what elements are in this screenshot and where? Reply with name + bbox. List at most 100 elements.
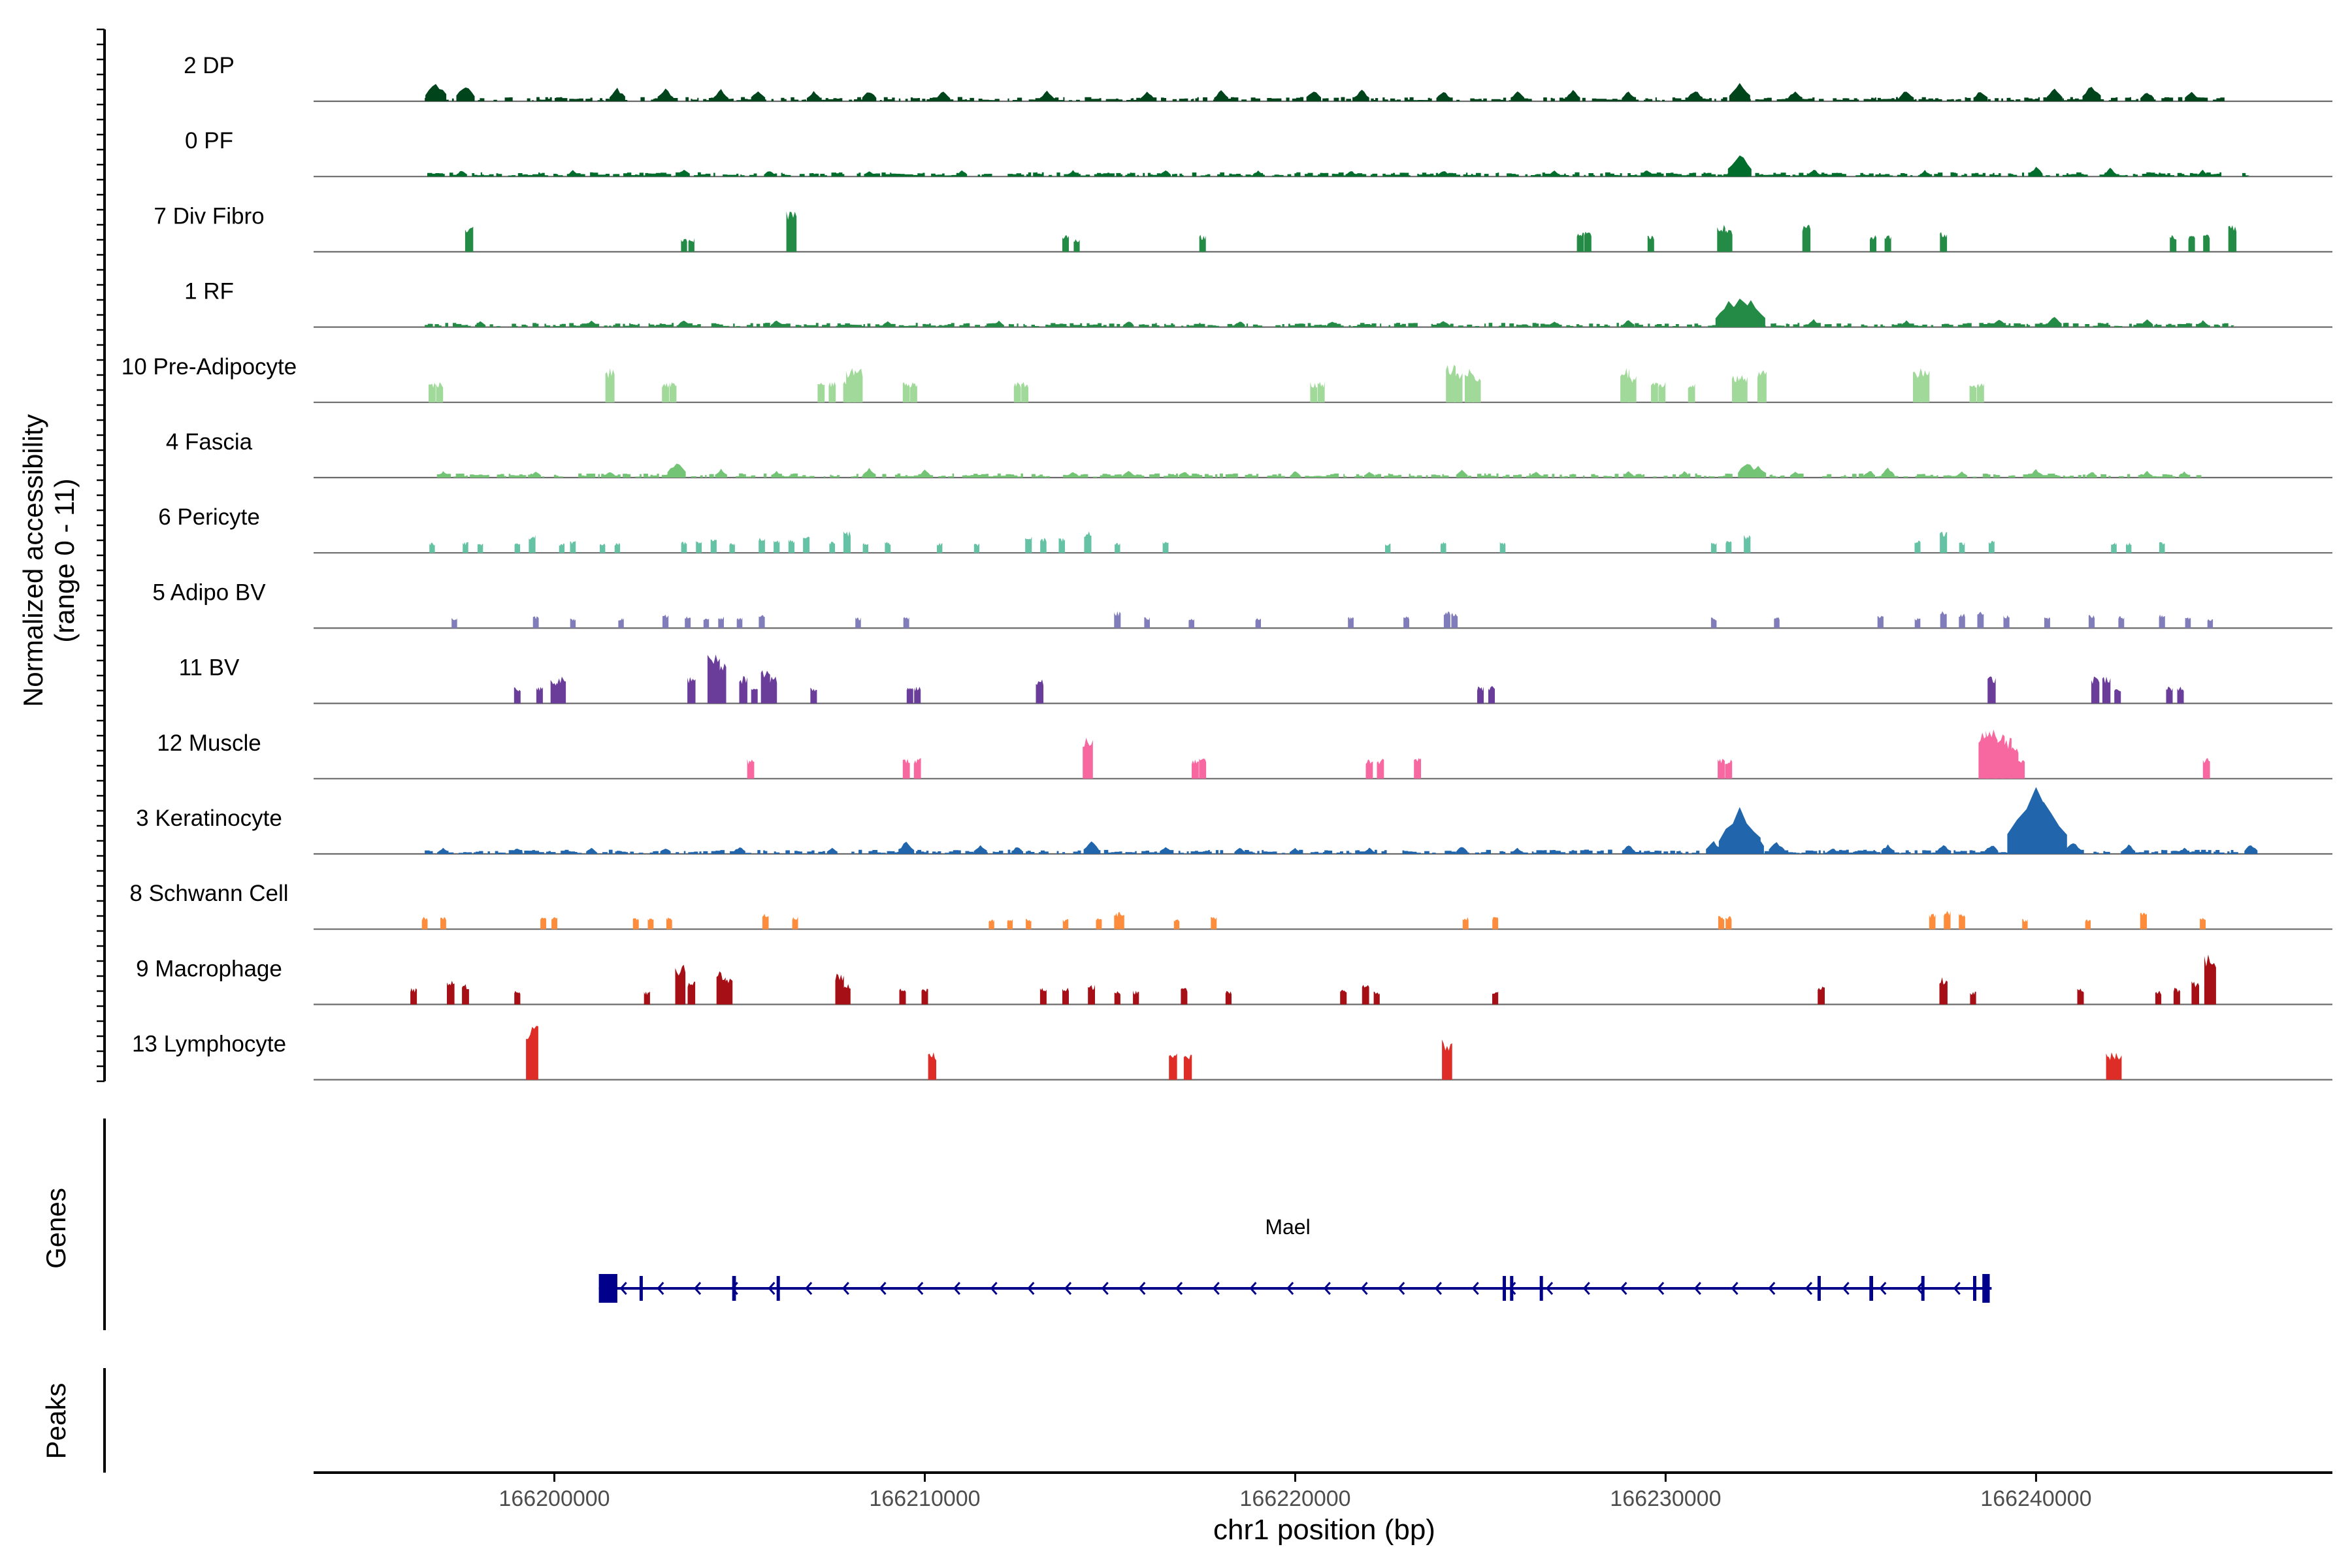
coverage-peak (2048, 317, 2062, 327)
genes-panel-label: Genes (41, 1188, 71, 1269)
track-label: 2 DP (184, 53, 235, 78)
x-axis-title: chr1 position (bp) (1213, 1514, 1435, 1546)
coverage-peak (1940, 611, 1947, 629)
coverage-peak (853, 368, 863, 402)
coverage-peak (993, 320, 1004, 327)
coverage-peak (1940, 232, 1948, 252)
coverage-peak (903, 617, 909, 629)
coverage-peak (2159, 542, 2165, 553)
coverage-peak (1173, 919, 1180, 930)
gene-exon (1921, 1276, 1925, 1301)
coverage-peak (715, 468, 727, 478)
coverage-peak (540, 917, 546, 930)
coverage-peak (1115, 543, 1120, 553)
strand-arrow (879, 1282, 887, 1295)
strand-arrow (657, 1282, 664, 1295)
coverage-peak (1977, 612, 1984, 629)
coverage-peak (1622, 91, 1636, 101)
coverage-peak (759, 538, 765, 553)
coverage-peak (1144, 617, 1150, 629)
coverage-peak (1827, 849, 1838, 854)
coverage-peak (2188, 236, 2195, 252)
coverage-peak (1443, 611, 1450, 629)
strand-arrow (1360, 1282, 1368, 1295)
coverage-peak (1901, 320, 1912, 327)
coverage-peak (2155, 990, 2162, 1005)
coverage-peak (512, 849, 523, 854)
coverage-peak (662, 614, 669, 629)
y-axis-label-group: Normalized accessibility (range 0 - 11) (18, 414, 80, 707)
coverage-peak (2044, 617, 2050, 629)
coverage-peak (1062, 235, 1069, 252)
coverage-peak (1877, 615, 1884, 629)
coverage-peak (1688, 384, 1695, 402)
coverage-peak (1549, 171, 1560, 177)
coverage-peak (1818, 987, 1825, 1005)
coverage-peak (421, 917, 428, 930)
coverage-peak (1939, 977, 1948, 1005)
coverage-peak (531, 472, 542, 478)
coverage-peak (882, 321, 893, 327)
x-axis-ticks: 166200000 166210000 166220000 166230000 1662… (498, 1473, 2091, 1511)
gene-exon (1539, 1276, 1543, 1301)
coverage-peak (862, 92, 877, 101)
coverage-peak (770, 320, 783, 327)
coverage-peak (1727, 155, 1752, 177)
coverage-peak (2122, 844, 2136, 854)
coverage-peak (2022, 919, 2028, 930)
coverage-peak (1068, 472, 1079, 478)
coverage-peak (1073, 239, 1080, 252)
coverage-peak (1959, 913, 1965, 930)
coverage-peak (1710, 542, 1717, 553)
coverage-peak (660, 849, 671, 854)
coverage-peak (2140, 913, 2147, 930)
track-label: 3 Keratinocyte (136, 806, 282, 831)
coverage-peak (429, 542, 435, 553)
coverage-peak (605, 368, 615, 402)
y-axis-label-line1: Normalized accessibility (18, 414, 48, 707)
coverage-peak (739, 676, 747, 704)
coverage-peak (1062, 919, 1069, 930)
track-2: 7 Div Fibro (154, 203, 2332, 253)
coverage-peak (1181, 988, 1188, 1005)
coverage-peak (609, 88, 625, 101)
coverage-peak (973, 543, 979, 553)
coverage-peak (937, 542, 943, 553)
coverage-peak (956, 170, 968, 177)
coverage-peak (1068, 170, 1079, 177)
coverage-peak (2030, 469, 2042, 478)
coverage-peak (2170, 235, 2177, 252)
coverage-peak (1442, 1039, 1452, 1080)
coverage-peak (1040, 538, 1047, 553)
coverage-peak (462, 984, 469, 1005)
strand-arrow (1768, 1282, 1776, 1295)
coverage-peak (2118, 616, 2125, 629)
strand-arrow (1175, 1282, 1183, 1295)
coverage-peak (675, 964, 686, 1005)
coverage-peak (2204, 955, 2216, 1005)
coverage-peak (1290, 471, 1301, 478)
coverage-peak (1985, 845, 1999, 854)
track-4: 10 Pre-Adipocyte (122, 354, 2332, 403)
strand-arrow (1064, 1282, 1072, 1295)
strand-arrow (1101, 1282, 1109, 1295)
coverage-peak (1162, 542, 1169, 553)
coverage-peak (514, 990, 521, 1005)
coverage-peak (1647, 235, 1654, 252)
coverage-peak (1628, 376, 1637, 402)
coverage-peak (1944, 911, 1951, 930)
coverage-peak (1234, 321, 1245, 327)
coverage-peak (864, 171, 875, 177)
coverage-peak (1757, 370, 1767, 402)
coverage-peak (1881, 844, 1895, 854)
coverage-peak (1160, 170, 1171, 177)
coverage-peak (1123, 321, 1134, 327)
coverage-peak (1737, 828, 1764, 854)
coverage-peak (846, 368, 856, 402)
coverage-peak (1234, 847, 1245, 854)
coverage-peak (2111, 542, 2117, 553)
coverage-peak (1993, 319, 2005, 327)
coverage-peak (600, 543, 606, 553)
coverage-peak (532, 616, 539, 629)
coverage-peak (1199, 235, 1206, 252)
